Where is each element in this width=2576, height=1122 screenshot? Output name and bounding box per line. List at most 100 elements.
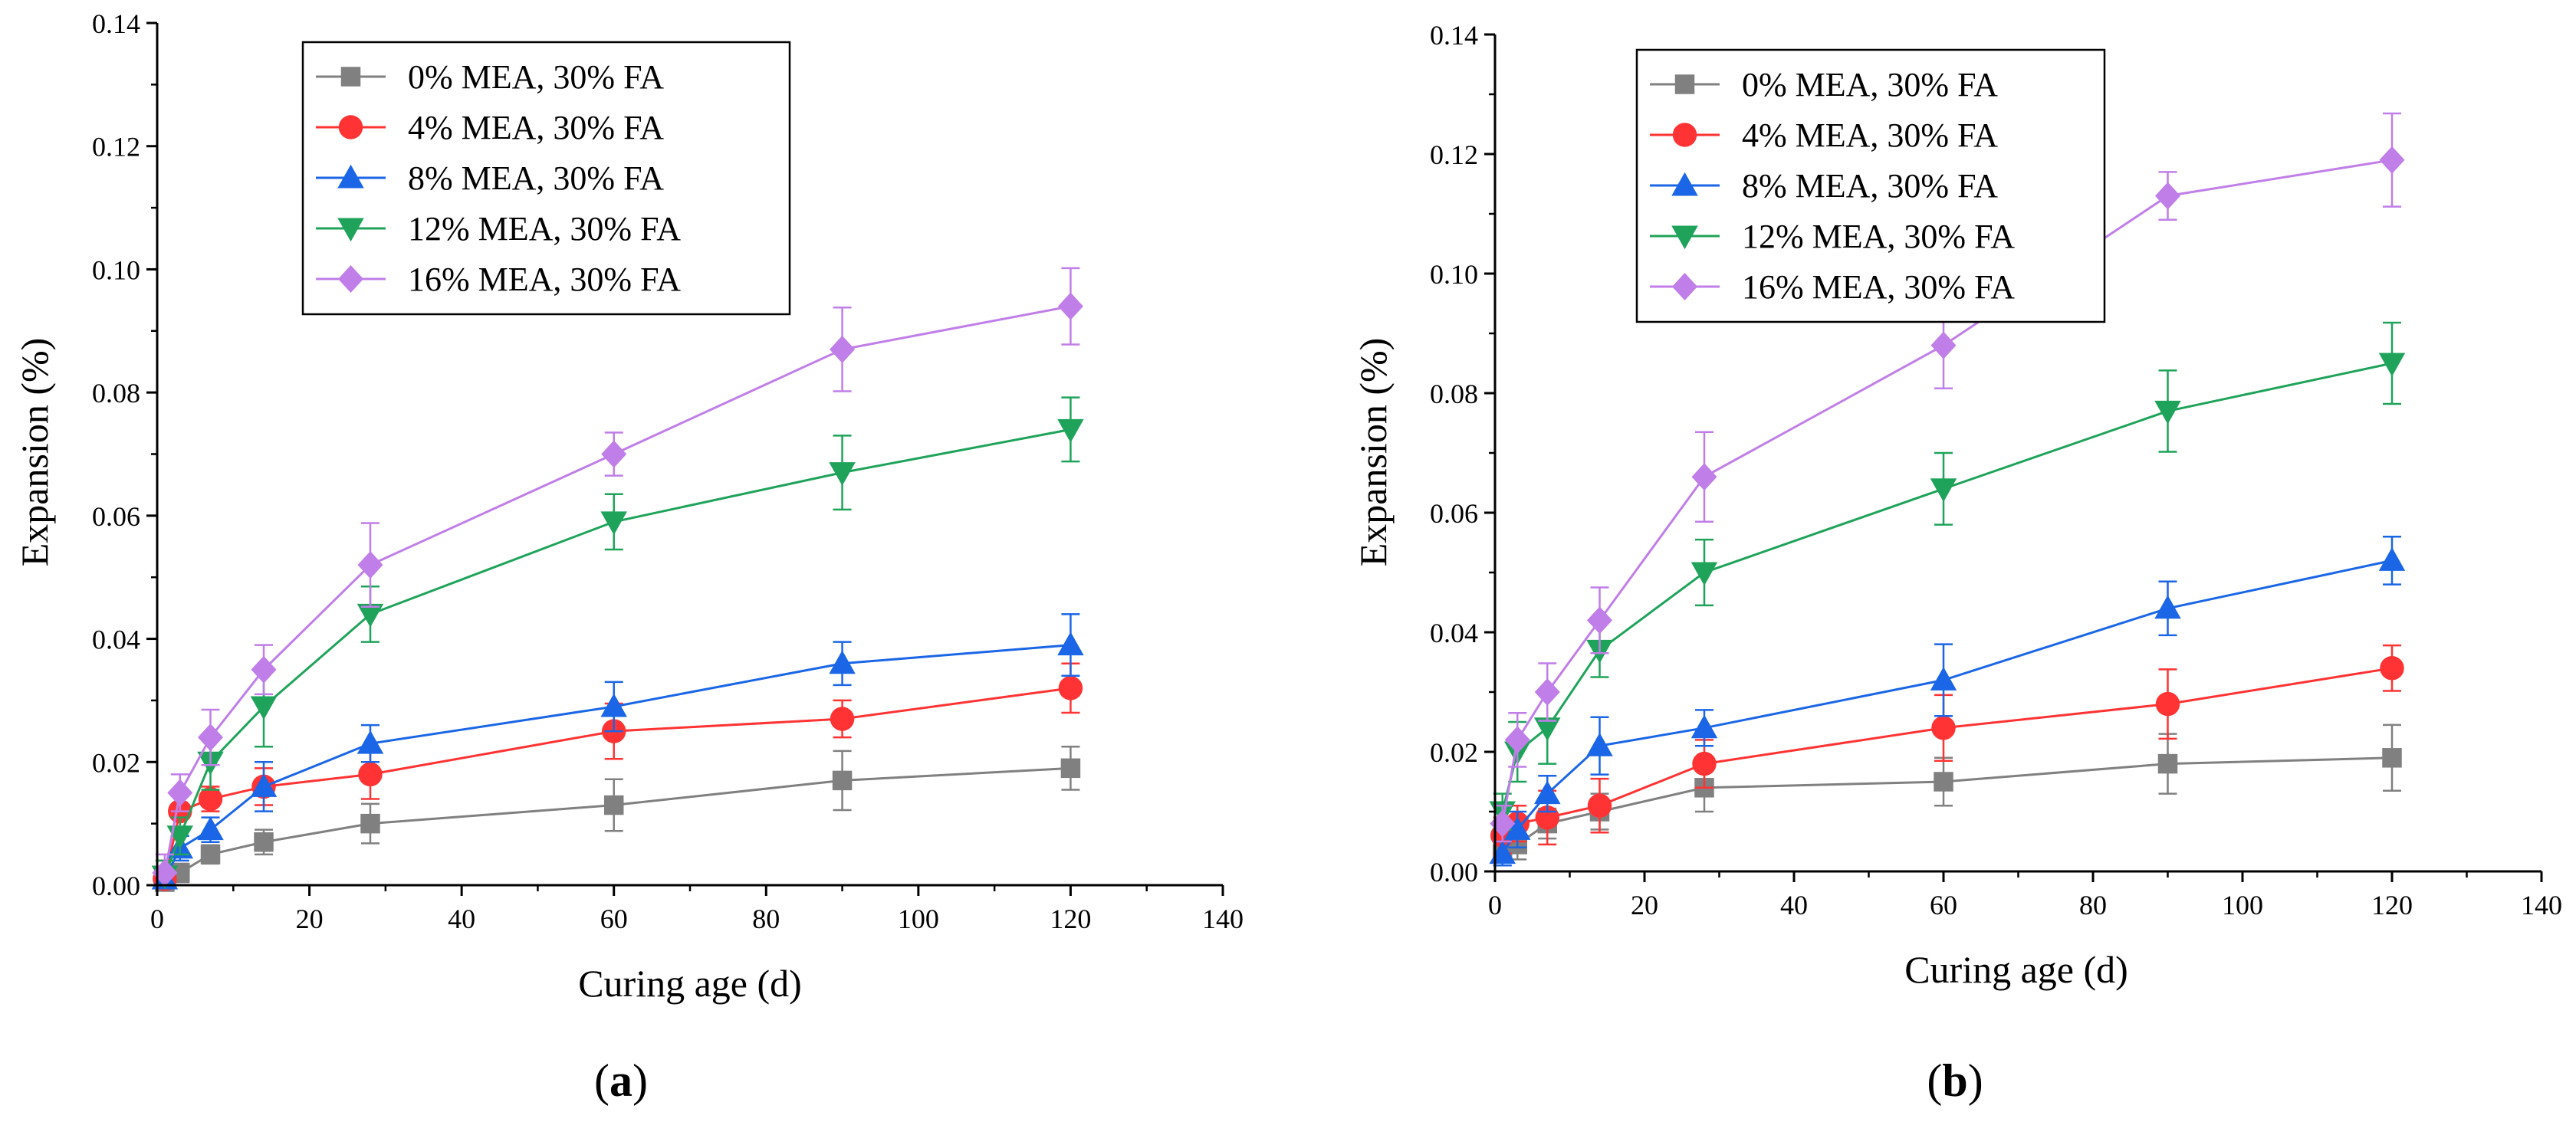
data-point — [829, 462, 856, 486]
legend-a: 0% MEA, 30% FA 4% MEA, 30% FA 8% MEA, 30% … — [301, 41, 791, 316]
data-point — [2154, 595, 2181, 619]
y-tick-label-b: 0.12 — [1430, 139, 1478, 170]
x-tick-label-b: 0 — [1488, 890, 1502, 920]
data-point — [2378, 353, 2406, 377]
panel-label-a-close: ) — [632, 1055, 648, 1106]
data-point — [356, 730, 384, 754]
y-axis-title-a: Expansion (%) — [13, 338, 56, 567]
y-tick-label-a: 0.06 — [92, 501, 140, 532]
x-tick-label-b: 100 — [2222, 890, 2263, 920]
panel-label-b-open: ( — [1927, 1055, 1942, 1106]
data-point — [1534, 717, 1561, 742]
plot-area-b — [1489, 112, 2406, 867]
y-tick-label-b: 0.02 — [1430, 737, 1478, 768]
data-point — [1934, 772, 1953, 792]
data-point — [250, 696, 278, 720]
data-point — [2155, 691, 2180, 717]
legend-label: 4% MEA, 30% FA — [408, 109, 664, 146]
data-point — [1930, 667, 1957, 691]
x-tick-label-a: 0 — [150, 904, 164, 934]
y-tick-label-b: 0.14 — [1430, 20, 1478, 51]
data-point — [198, 723, 223, 752]
panel-label-b-letter: b — [1942, 1055, 1967, 1106]
data-point — [1060, 758, 1081, 779]
data-point — [1931, 716, 1956, 740]
x-tick-label-a: 20 — [296, 904, 324, 934]
y-tick-label-a: 0.04 — [92, 625, 140, 655]
legend-marker — [338, 265, 363, 293]
data-point — [1691, 562, 1718, 586]
x-tick-label-a: 40 — [448, 904, 475, 934]
data-point — [600, 693, 627, 717]
data-point — [2155, 182, 2180, 210]
legend-marker — [1674, 74, 1695, 94]
y-tick-label-b: 0.00 — [1430, 857, 1478, 887]
data-point — [1504, 726, 1530, 754]
series-line — [1501, 559, 2393, 855]
series-line — [163, 305, 1071, 874]
axes-b: 0 20 40 60 80 100 120 140 0.00 0.02 0.04 0.06 0.08 0.… — [1430, 20, 2562, 920]
data-point — [1691, 714, 1718, 739]
data-point — [152, 858, 178, 887]
y-axis-title-b: Expansion (%) — [1352, 338, 1395, 567]
legend-label: 16% MEA, 30% FA — [1742, 268, 2015, 306]
legend-marker — [1671, 225, 1698, 250]
legend-item-a-2: 8% MEA, 30% FA — [316, 159, 664, 197]
legend-label: 4% MEA, 30% FA — [1742, 116, 1998, 154]
data-point — [167, 779, 193, 807]
y-tick-label-a: 0.12 — [92, 132, 140, 162]
legend-item-a-3: 12% MEA, 30% FA — [316, 210, 681, 248]
data-point — [358, 762, 383, 787]
legend-label: 16% MEA, 30% FA — [408, 261, 681, 298]
data-point — [1930, 478, 1957, 503]
legend-label: 8% MEA, 30% FA — [408, 159, 664, 197]
series-a-0 — [155, 745, 1081, 892]
chart-panel-a: 0 20 40 60 80 100 120 140 0.00 0.02 0.04 0.06 0.08 0.… — [13, 8, 1244, 1106]
data-point — [1057, 632, 1084, 656]
data-point — [356, 603, 384, 628]
data-point — [1057, 418, 1084, 443]
x-tick-label-b: 80 — [2079, 890, 2107, 920]
data-point — [250, 773, 278, 797]
data-point — [1534, 678, 1560, 706]
data-point — [2380, 656, 2404, 681]
data-point — [2378, 547, 2406, 571]
data-point — [829, 650, 856, 674]
legend-item-b-4: 16% MEA, 30% FA — [1650, 268, 2015, 306]
chart-panel-b: 0 20 40 60 80 100 120 140 0.00 0.02 0.04 0.06 0.08 0.… — [1352, 20, 2562, 1106]
data-point — [832, 770, 853, 791]
x-tick-label-b: 40 — [1780, 890, 1808, 920]
data-point — [2157, 753, 2178, 774]
legend-marker — [1671, 172, 1698, 196]
data-point — [830, 335, 856, 363]
y-tick-label-b: 0.06 — [1430, 498, 1478, 529]
plot-area-a — [151, 267, 1084, 892]
series-a-4 — [152, 267, 1083, 887]
x-tick-label-a: 120 — [1050, 904, 1091, 934]
data-point — [2379, 146, 2405, 174]
axes-a: 0 20 40 60 80 100 120 140 0.00 0.02 0.04 0.06 0.08 0.… — [92, 8, 1244, 934]
data-point — [1587, 793, 1612, 818]
panel-label-a-letter: a — [610, 1055, 632, 1106]
data-point — [600, 511, 627, 536]
data-point — [197, 816, 224, 841]
data-point — [360, 813, 380, 834]
legend-marker — [340, 67, 361, 87]
x-tick-label-a: 100 — [898, 904, 939, 934]
data-point — [601, 440, 627, 468]
panel-label-a-open: ( — [594, 1055, 610, 1106]
legend-marker — [337, 218, 364, 242]
y-tick-label-a: 0.00 — [92, 871, 140, 901]
legend-marker — [338, 115, 363, 139]
legend-marker — [337, 164, 364, 189]
data-point — [1587, 606, 1612, 635]
legend-item-b-0: 0% MEA, 30% FA — [1650, 66, 1998, 103]
legend-label: 12% MEA, 30% FA — [408, 210, 681, 248]
data-point — [254, 832, 274, 852]
data-point — [251, 655, 277, 684]
y-tick-label-b: 0.10 — [1430, 259, 1478, 290]
y-tick-label-b: 0.08 — [1430, 379, 1478, 409]
legend-marker — [1672, 273, 1697, 300]
y-tick-label-a: 0.08 — [92, 378, 140, 408]
data-point — [1058, 676, 1083, 700]
